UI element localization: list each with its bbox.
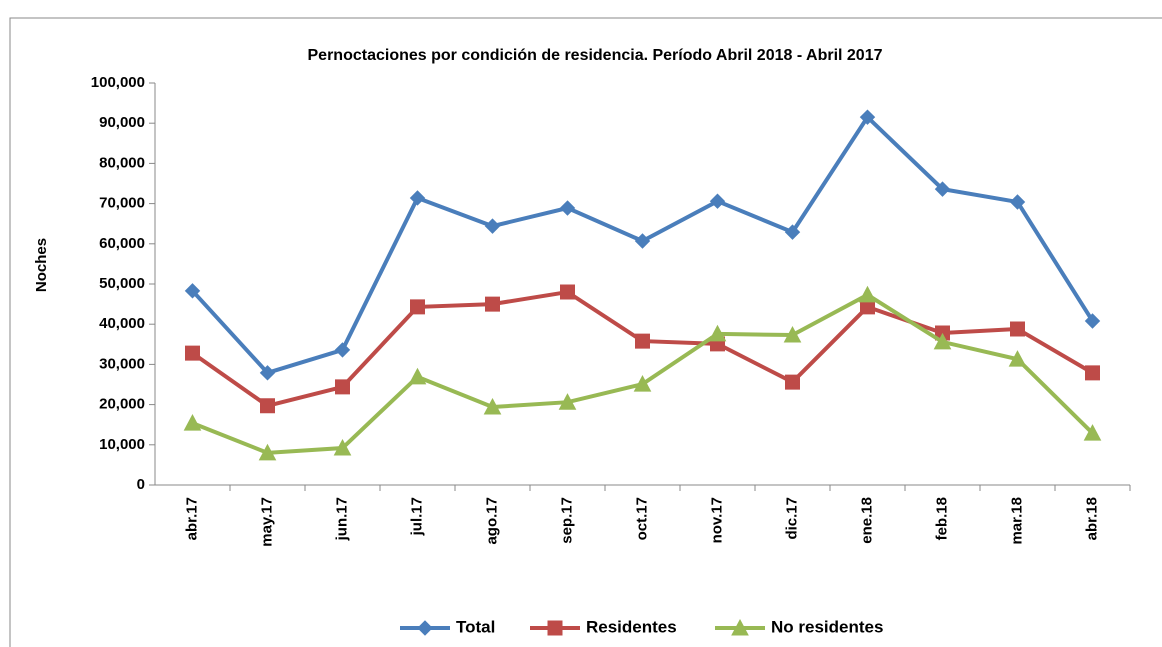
point bbox=[184, 283, 201, 299]
point bbox=[934, 181, 951, 197]
x-tick-label: jun.17 bbox=[333, 497, 350, 541]
legend-marker bbox=[731, 618, 749, 636]
point bbox=[335, 379, 350, 395]
chart-title: Pernoctaciones por condición de residenc… bbox=[308, 47, 883, 64]
x-tick-label: nov.17 bbox=[708, 497, 725, 543]
point bbox=[783, 325, 802, 343]
point bbox=[1084, 313, 1101, 329]
x-tick-label: dic.17 bbox=[783, 497, 800, 540]
x-tick-label: mar.18 bbox=[1008, 497, 1025, 545]
point bbox=[1010, 321, 1025, 337]
y-tick-label: 50,000 bbox=[99, 275, 145, 292]
point bbox=[634, 233, 651, 249]
point bbox=[260, 398, 275, 414]
y-tick-label: 80,000 bbox=[99, 154, 145, 171]
point bbox=[334, 342, 351, 358]
legend-label: Residentes bbox=[586, 617, 677, 636]
point bbox=[1009, 194, 1026, 210]
point bbox=[558, 393, 577, 410]
point bbox=[1085, 365, 1100, 381]
point bbox=[259, 365, 276, 381]
x-tick-label: oct.17 bbox=[633, 497, 650, 540]
x-tick-label: abr.17 bbox=[183, 497, 200, 540]
point bbox=[333, 438, 352, 456]
y-tick-label: 90,000 bbox=[99, 114, 145, 131]
point bbox=[408, 367, 427, 385]
point bbox=[410, 299, 425, 315]
legend-marker bbox=[547, 620, 563, 636]
y-tick-label: 40,000 bbox=[99, 315, 145, 332]
point bbox=[785, 374, 800, 390]
point bbox=[1008, 350, 1027, 367]
y-axis-label: Noches bbox=[33, 238, 50, 292]
point bbox=[183, 414, 202, 431]
chart-frame bbox=[9, 17, 1162, 647]
y-tick-label: 20,000 bbox=[99, 396, 145, 413]
x-tick-label: sep.17 bbox=[558, 497, 575, 544]
point bbox=[560, 284, 575, 300]
x-tick-label: may.17 bbox=[258, 497, 275, 547]
y-tick-label: 10,000 bbox=[99, 436, 145, 453]
point bbox=[784, 224, 801, 240]
legend-label: No residentes bbox=[771, 617, 883, 636]
point bbox=[185, 345, 200, 361]
point bbox=[858, 285, 877, 303]
y-tick-label: 0 bbox=[137, 476, 145, 493]
point bbox=[635, 333, 650, 349]
point bbox=[633, 375, 652, 392]
point bbox=[483, 397, 502, 415]
point bbox=[709, 193, 726, 209]
point bbox=[409, 190, 426, 206]
x-tick-label: feb.18 bbox=[933, 497, 950, 540]
point bbox=[485, 296, 500, 312]
point bbox=[258, 443, 277, 461]
x-tick-label: ago.17 bbox=[483, 497, 500, 545]
point bbox=[708, 324, 727, 342]
legend-marker bbox=[417, 620, 433, 636]
y-tick-label: 60,000 bbox=[99, 235, 145, 252]
x-tick-label: ene.18 bbox=[858, 497, 875, 544]
legend-label: Total bbox=[456, 617, 495, 636]
point bbox=[859, 109, 876, 125]
y-tick-label: 100,000 bbox=[91, 74, 145, 91]
point bbox=[1083, 424, 1102, 441]
x-tick-label: abr.18 bbox=[1083, 497, 1100, 540]
point bbox=[933, 332, 952, 350]
point bbox=[559, 200, 576, 216]
point bbox=[484, 218, 501, 234]
y-tick-label: 30,000 bbox=[99, 355, 145, 372]
x-tick-label: jul.17 bbox=[408, 497, 425, 536]
series-line bbox=[191, 292, 1094, 455]
y-tick-label: 70,000 bbox=[99, 195, 145, 212]
